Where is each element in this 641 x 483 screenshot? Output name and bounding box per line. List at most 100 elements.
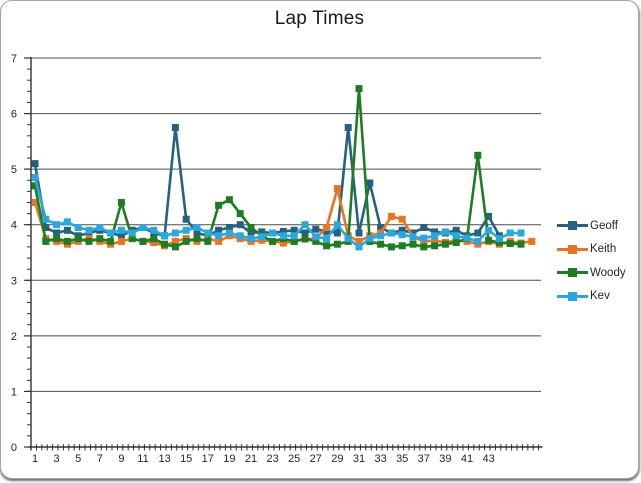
data-point-marker [366,235,374,243]
data-point-marker [53,221,61,229]
data-point-marker [85,226,93,234]
data-point-marker [279,232,287,240]
data-point-marker [323,235,331,243]
data-point-marker [485,236,493,244]
data-point-marker [452,226,460,234]
data-point-marker [431,228,439,236]
y-tick-label: 7 [11,53,17,65]
data-point-marker [139,237,147,245]
data-point-marker [225,196,233,204]
x-tick-label: 23 [266,453,278,465]
data-point-marker [398,226,406,234]
data-point-marker [182,237,190,245]
data-point-marker [441,240,449,248]
data-point-marker [301,221,309,229]
legend-item-geoff: Geoff [557,219,626,232]
data-point-marker [290,232,298,240]
x-tick-label: 5 [75,453,81,465]
data-point-marker [377,232,385,240]
chart-title: Lap Times [274,8,365,29]
y-tick-label: 5 [11,164,17,176]
data-point-marker [420,243,428,251]
data-point-marker [387,243,395,251]
x-tick-label: 15 [180,453,192,465]
data-point-marker [53,235,61,243]
data-point-marker [182,226,190,234]
y-tick-label: 4 [11,220,17,232]
data-point-marker [247,235,255,243]
x-tick-label: 17 [202,453,214,465]
x-tick-label: 9 [118,453,124,465]
data-point-marker [31,174,39,181]
data-point-marker [204,229,212,237]
data-point-marker [323,242,331,250]
data-point-marker [150,239,158,246]
data-point-marker [215,226,223,234]
data-point-marker [96,224,104,231]
data-point-marker [409,240,417,248]
legend-series-marker-icon [557,291,588,301]
data-point-marker [420,224,428,231]
x-tick-label: 13 [158,453,170,465]
data-point-marker [107,237,115,245]
data-point-marker [355,237,363,245]
data-point-marker [474,237,482,245]
data-point-marker [225,229,233,237]
data-point-marker [431,232,439,240]
data-point-marker [42,215,50,223]
data-point-marker [431,236,439,244]
data-point-marker [377,240,385,248]
data-point-marker [63,218,71,226]
data-point-marker [161,232,169,240]
data-point-marker [117,226,125,234]
series-line-woody [33,87,523,249]
data-point-marker [215,201,223,209]
data-point-marker [85,237,93,245]
data-point-marker [215,237,223,245]
data-point-marker [247,224,255,231]
data-point-marker [398,242,406,250]
legend-item-kev: Kev [557,290,626,303]
data-point-marker [301,229,309,237]
data-point-marker [344,124,352,131]
data-point-marker [193,229,201,237]
data-point-marker [377,224,385,231]
x-tick-label: 25 [288,453,300,465]
data-point-marker [409,233,417,241]
x-tick-label: 43 [482,453,494,465]
data-point-marker [485,226,493,234]
data-point-marker [517,240,525,248]
data-point-marker [290,237,298,245]
data-point-marker [387,212,395,220]
data-point-marker [333,221,341,229]
legend-label: Kev [590,290,610,302]
data-point-marker [301,235,309,243]
x-tick-label: 27 [310,453,322,465]
legend-item-keith: Keith [557,243,626,256]
y-tick-label: 1 [11,386,17,398]
data-point-marker [42,224,50,231]
legend-series-marker-icon [557,244,588,254]
data-point-marker [495,239,503,246]
legend-label: Keith [590,243,617,255]
data-point-marker [409,229,417,237]
data-point-marker [63,226,71,234]
data-point-marker [128,229,136,237]
legend-series-marker-icon [557,221,588,230]
data-point-marker [258,233,266,241]
data-point-marker [398,215,406,223]
data-point-marker [279,239,287,247]
y-tick-label: 3 [11,275,17,287]
data-point-marker [431,242,439,250]
data-point-marker [269,237,277,245]
legend-label: Geoff [590,219,618,232]
data-point-marker [333,240,341,248]
data-point-marker [398,231,406,239]
data-point-marker [528,237,536,245]
legend-series-marker-icon [557,268,588,277]
data-point-marker [150,235,158,243]
data-point-marker [355,243,363,251]
data-point-marker [387,229,395,237]
data-point-marker [474,229,482,237]
